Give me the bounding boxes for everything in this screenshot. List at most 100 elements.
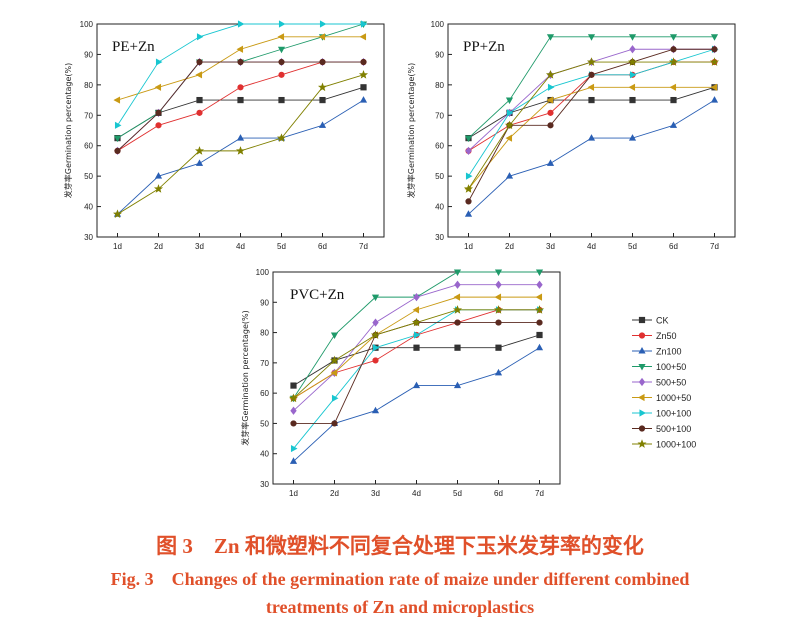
data-point [669, 121, 678, 128]
x-tick-label: 1d [113, 242, 122, 251]
data-point [371, 294, 380, 302]
series-ck [465, 84, 718, 142]
series-ck [290, 331, 543, 389]
data-point [330, 332, 339, 339]
data-point [546, 96, 554, 104]
y-tick-label: 40 [435, 203, 444, 212]
y-tick-label: 50 [435, 172, 444, 181]
data-point [495, 280, 502, 289]
data-point [535, 343, 544, 351]
data-point [372, 344, 380, 352]
y-axis-label: 发芽率Germination percentage(%) [240, 310, 250, 446]
legend-label: Zn100 [656, 347, 682, 357]
data-point [114, 147, 121, 154]
y-tick-label: 30 [435, 233, 444, 242]
data-point [155, 109, 162, 116]
legend-item-ck: CK [632, 316, 669, 326]
legend-marker [638, 316, 646, 324]
data-point [358, 70, 369, 79]
legend-item-500-50: 500+50 [632, 378, 686, 388]
data-point [628, 134, 637, 141]
legend-item-1000-50: 1000+50 [632, 393, 691, 403]
data-point [586, 57, 597, 66]
y-tick-label: 40 [260, 450, 269, 459]
y-tick-label: 100 [431, 20, 445, 29]
y-tick-label: 30 [84, 233, 93, 242]
data-point [536, 280, 543, 289]
data-point [290, 420, 297, 427]
x-tick-label: 7d [359, 242, 368, 251]
y-tick-label: 90 [435, 50, 444, 59]
y-axis-label: 发芽率Germination percentage(%) [63, 63, 73, 199]
data-point [359, 33, 367, 41]
data-point [628, 83, 636, 91]
data-point [413, 331, 421, 339]
y-tick-label: 60 [435, 142, 444, 151]
data-point [670, 46, 677, 53]
data-point [588, 96, 595, 104]
y-tick-label: 80 [260, 329, 269, 338]
data-point [154, 172, 163, 179]
data-point [360, 58, 367, 66]
data-point [195, 159, 204, 166]
series-100-100 [290, 306, 544, 453]
chart-title: PVC+Zn [290, 287, 345, 303]
data-point [587, 34, 596, 41]
data-point [237, 20, 245, 28]
series-line [117, 86, 364, 139]
data-point [154, 83, 162, 91]
data-point [709, 57, 720, 66]
data-point [670, 96, 677, 104]
series-zn100 [464, 96, 719, 217]
data-point [372, 318, 379, 327]
data-point [319, 20, 327, 28]
data-point [370, 330, 381, 339]
data-point [493, 305, 504, 314]
data-point [629, 96, 636, 104]
data-point [290, 406, 297, 415]
x-tick-label: 6d [318, 242, 327, 251]
data-point [237, 84, 244, 91]
data-point [505, 97, 514, 105]
data-point [411, 317, 422, 327]
legend-item-zn50: Zn50 [632, 331, 677, 341]
legend-marker [638, 332, 646, 339]
data-point [318, 121, 327, 128]
data-point [155, 122, 162, 129]
legend-item-100-100: 100+100 [632, 409, 691, 419]
figure-charts: 30 40 50 60 70 80 90 100 1d 2d 3d 4d 5d 6d 7d 发芽率Germin… [63, 20, 736, 498]
chart-title: PE+Zn [112, 39, 155, 55]
data-point [454, 319, 461, 326]
data-point [629, 45, 636, 54]
legend-marker [638, 393, 645, 402]
y-tick-label: 90 [84, 50, 93, 59]
x-tick-label: 5d [277, 242, 286, 251]
data-point [113, 96, 121, 104]
data-point [627, 57, 638, 66]
legend-label: CK [656, 316, 669, 326]
data-point [317, 82, 328, 92]
data-point [535, 293, 543, 301]
legend-marker [638, 347, 646, 354]
legend-label: Zn50 [656, 331, 677, 341]
data-point [536, 319, 543, 326]
y-tick-label: 100 [256, 268, 270, 277]
data-point [505, 134, 513, 142]
data-point [453, 269, 462, 276]
y-tick-label: 80 [84, 81, 93, 90]
data-point [547, 83, 555, 91]
chart-panel-pp-zn: 30 40 50 60 70 80 90 100 1d 2d 3d 4d 5d 6d 7d 发芽率Germin… [406, 20, 736, 251]
data-point [628, 34, 637, 41]
y-tick-label: 60 [84, 142, 93, 151]
data-point [277, 33, 285, 41]
x-tick-label: 1d [289, 489, 298, 498]
series-1000-100 [463, 57, 720, 193]
data-point [494, 269, 503, 276]
x-tick-label: 2d [505, 242, 514, 251]
data-point [290, 382, 297, 389]
data-point [452, 305, 463, 314]
figure-caption-english-line2: treatments of Zn and microplastics [265, 597, 535, 617]
data-point [113, 135, 122, 143]
data-point [465, 146, 472, 156]
legend-marker [638, 363, 646, 371]
